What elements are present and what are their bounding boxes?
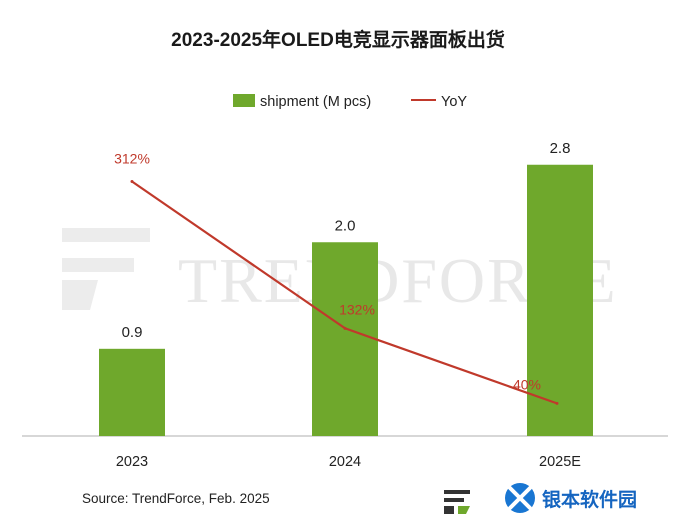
yoy-point-2025E <box>555 401 559 405</box>
site-name: 银本软件园 <box>542 488 637 511</box>
bars-layer <box>99 164 593 436</box>
legend: shipment (M pcs) YoY <box>233 94 467 110</box>
legend-line-label: YoY <box>441 94 467 110</box>
x-tick-label-2023: 2023 <box>116 454 148 470</box>
legend-bar-swatch <box>233 94 255 107</box>
yoy-label-2023: 312% <box>114 150 150 166</box>
labels-layer: 0.9 2023 2.0 2024 2.8 2025E 312% 132% 40% <box>114 140 581 470</box>
x-tick-label-2025E: 2025E <box>539 454 581 470</box>
chart-title: 2023-2025年OLED电竞显示器面板出货 <box>171 28 505 51</box>
source-note: Source: TrendForce, Feb. 2025 <box>82 491 270 506</box>
small-trendforce-logo <box>444 490 470 494</box>
yoy-point-2024 <box>343 326 347 330</box>
bar-2024 <box>312 242 378 436</box>
x-tick-label-2024: 2024 <box>329 454 361 470</box>
yoy-point-2023 <box>130 179 134 183</box>
bar-2023 <box>99 348 165 436</box>
site-logo-icon <box>505 483 535 513</box>
legend-bar-label: shipment (M pcs) <box>260 94 371 110</box>
bar-value-label-2023: 0.9 <box>122 324 143 341</box>
bar-value-label-2025E: 2.8 <box>550 140 571 157</box>
bar-2025E <box>527 164 593 436</box>
corner-watermark: 银本软件园 <box>444 483 637 514</box>
bar-value-label-2024: 2.0 <box>335 217 356 234</box>
yoy-label-2024: 132% <box>339 301 375 317</box>
yoy-label-2025E: 40% <box>513 376 541 392</box>
yoy-line-layer <box>130 179 559 405</box>
